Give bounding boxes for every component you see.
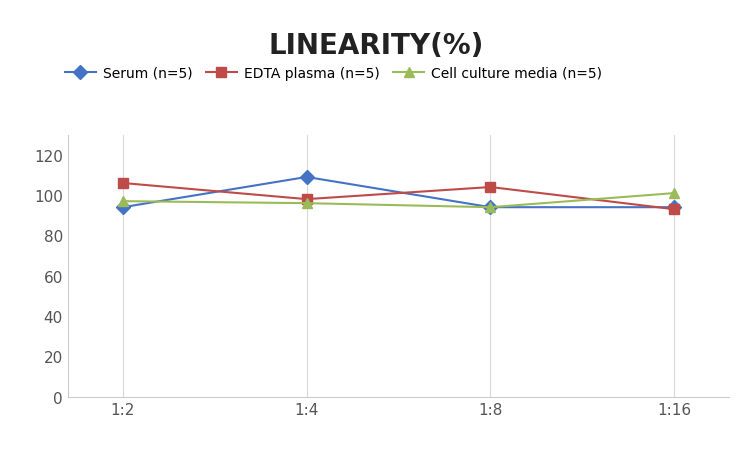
Text: LINEARITY(%): LINEARITY(%)	[268, 32, 484, 60]
Cell culture media (n=5)	[302, 201, 311, 207]
Serum (n=5)	[670, 205, 679, 211]
EDTA plasma (n=5)	[302, 197, 311, 202]
EDTA plasma (n=5)	[118, 181, 127, 186]
Line: Serum (n=5): Serum (n=5)	[118, 173, 679, 212]
Cell culture media (n=5)	[118, 199, 127, 204]
Cell culture media (n=5)	[670, 191, 679, 196]
Line: Cell culture media (n=5): Cell culture media (n=5)	[118, 189, 679, 212]
Serum (n=5)	[118, 205, 127, 211]
Legend: Serum (n=5), EDTA plasma (n=5), Cell culture media (n=5): Serum (n=5), EDTA plasma (n=5), Cell cul…	[59, 61, 608, 86]
EDTA plasma (n=5)	[486, 185, 495, 190]
Serum (n=5)	[302, 175, 311, 180]
EDTA plasma (n=5)	[670, 207, 679, 212]
Serum (n=5)	[486, 205, 495, 211]
Line: EDTA plasma (n=5): EDTA plasma (n=5)	[118, 179, 679, 215]
Cell culture media (n=5)	[486, 205, 495, 211]
